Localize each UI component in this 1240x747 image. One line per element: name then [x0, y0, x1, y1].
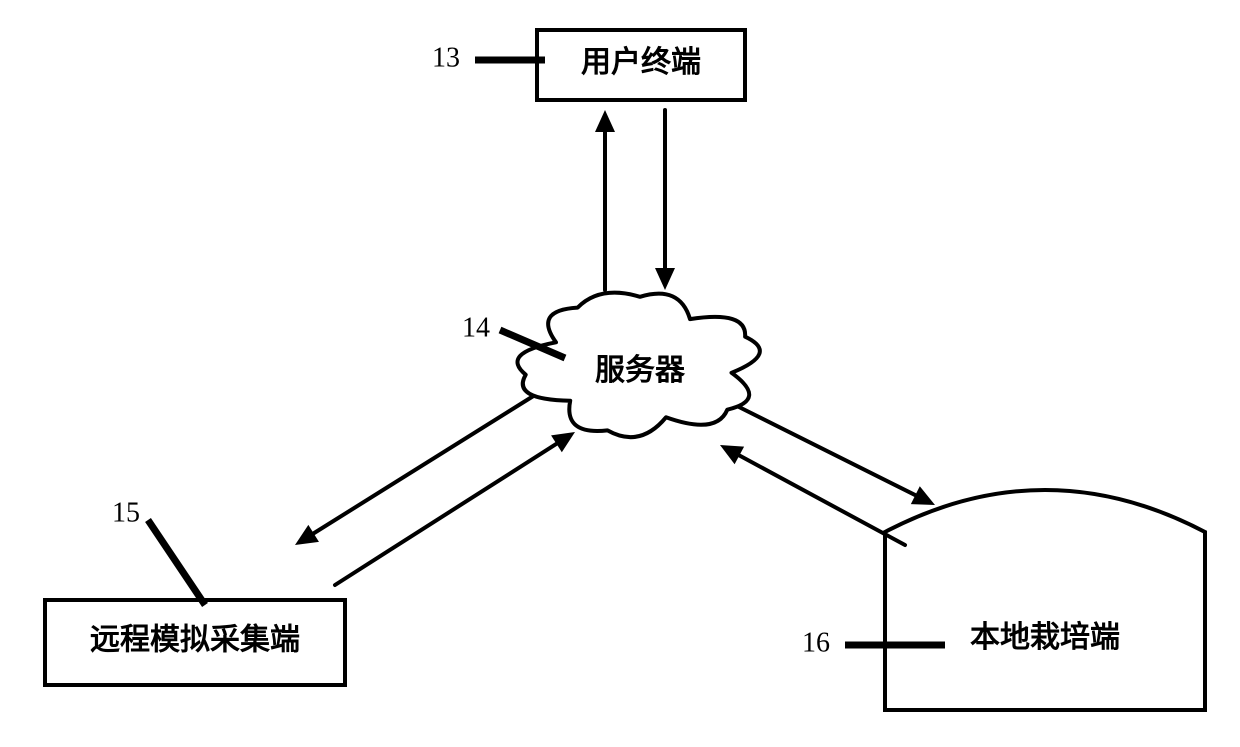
leader-15 — [148, 520, 205, 605]
remote_collector-label: 远程模拟采集端 — [90, 623, 300, 656]
server-label: 服务器 — [595, 354, 686, 387]
arrow-2-shaft — [306, 395, 535, 538]
arrow-3-shaft — [335, 439, 564, 585]
arrow-2-head — [295, 525, 319, 545]
ref-label-16: 16 — [802, 627, 830, 658]
local_cultivator-label: 本地栽培端 — [970, 620, 1120, 654]
arrow-5-shaft — [732, 451, 905, 545]
arrow-0-head — [595, 110, 615, 132]
user_terminal-label: 用户终端 — [581, 46, 701, 79]
arrow-1-head — [655, 268, 675, 290]
local_cultivator — [885, 490, 1205, 710]
arrow-4-shaft — [735, 405, 923, 499]
arrow-3-head — [551, 432, 575, 452]
ref-label-14: 14 — [462, 312, 490, 343]
ref-label-15: 15 — [112, 497, 140, 528]
ref-label-13: 13 — [432, 42, 460, 73]
